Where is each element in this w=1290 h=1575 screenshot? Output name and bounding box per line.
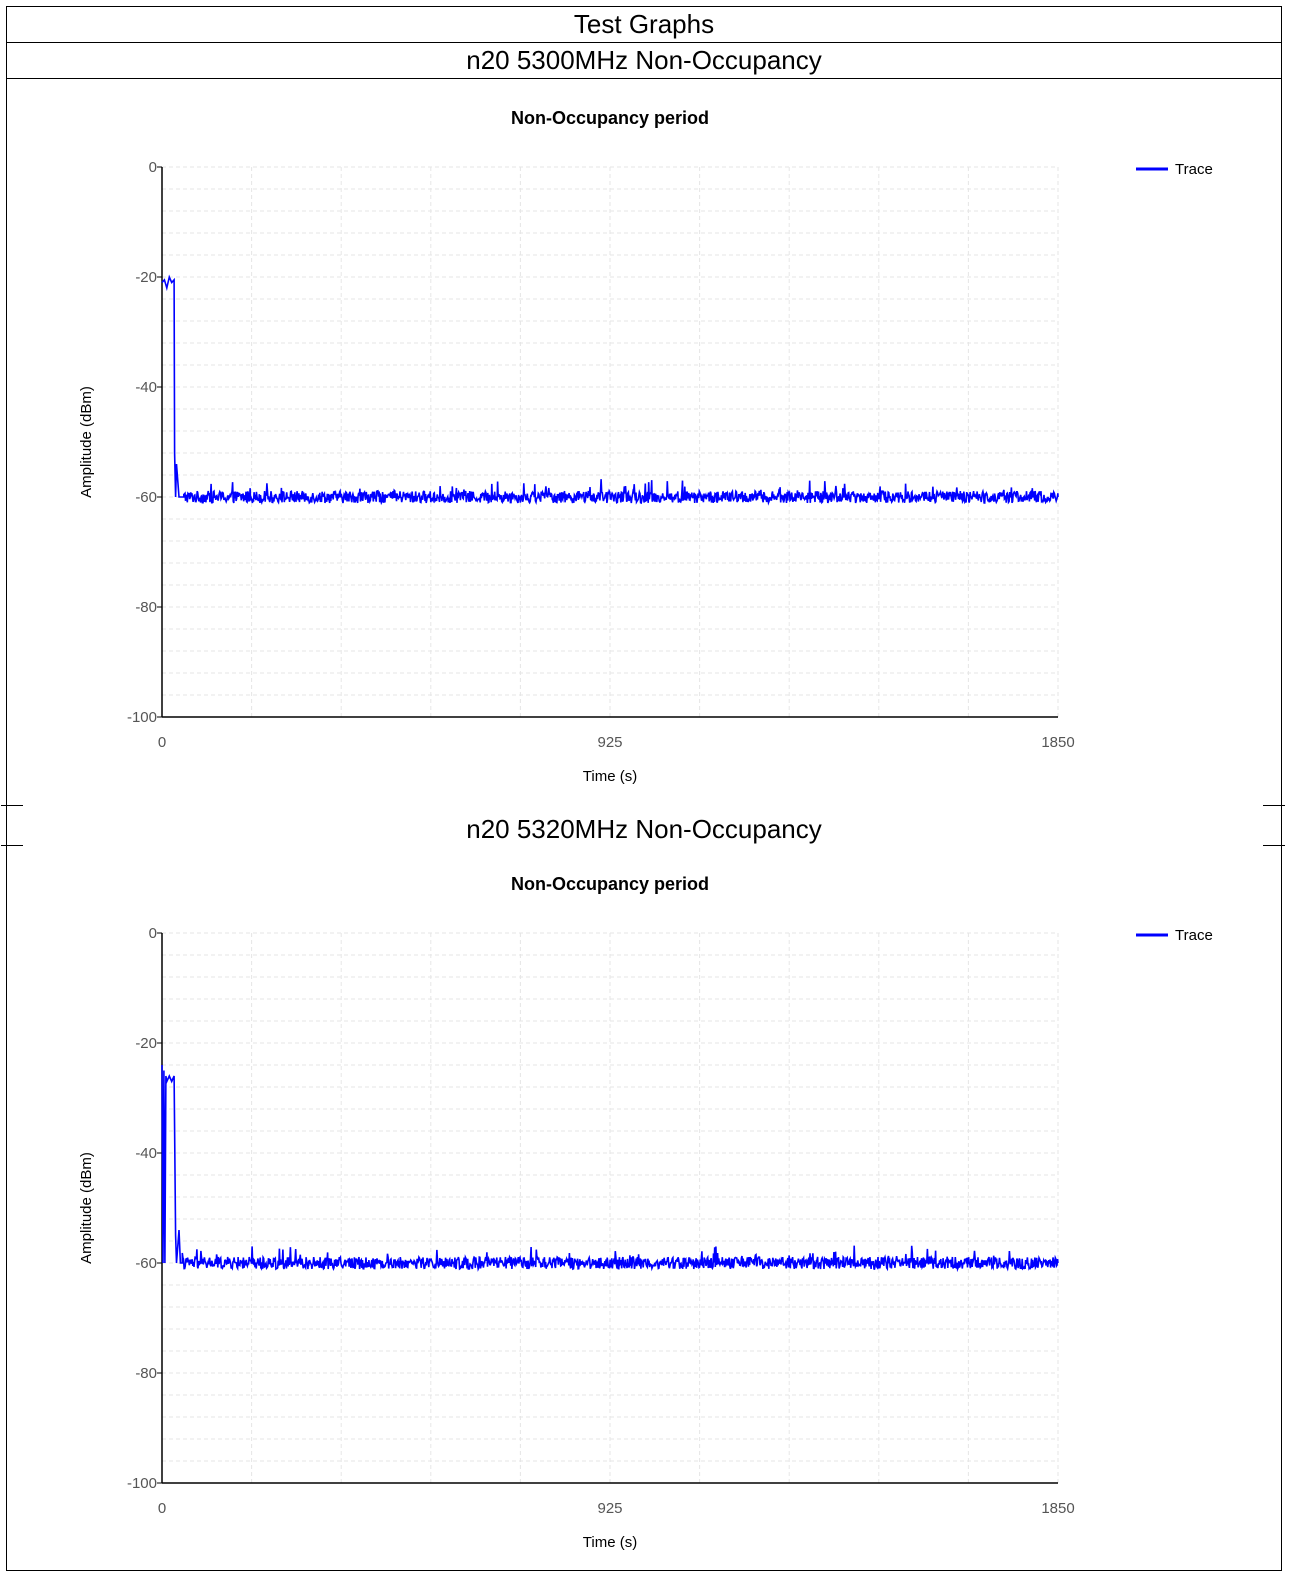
chart-title: Non-Occupancy period [511, 874, 709, 894]
grid [162, 166, 1059, 717]
y-tick-label: 0 [149, 159, 157, 176]
separator-left-1 [1, 805, 23, 806]
y-tick-label: -20 [135, 269, 157, 286]
report-frame: Test Graphs n20 5300MHz Non-Occupancy No… [1, 6, 1285, 1571]
y-tick-label: -100 [127, 1475, 157, 1492]
y-tick-label: -80 [135, 599, 157, 616]
x-tick-label: 1850 [1041, 1500, 1074, 1517]
y-tick-label: -40 [135, 1145, 157, 1162]
series-line-trace [161, 1064, 1059, 1273]
chart-2: Non-Occupancy period 0 -20 -40 -60 -80 -100 0 92… [21, 855, 1271, 1555]
x-axis-label: Time (s) [583, 1534, 637, 1551]
y-tick-label: -40 [135, 379, 157, 396]
section-heading-2: n20 5320MHz Non-Occupancy [466, 814, 822, 844]
separator-left-2 [1, 845, 23, 846]
y-tick-label: -100 [127, 709, 157, 726]
x-tick-label: 0 [158, 1500, 166, 1517]
chart-title: Non-Occupancy period [511, 108, 709, 128]
chart-1: Non-Occupancy period 0 -20 -40 -60 -80 -100 0 92… [21, 89, 1271, 789]
x-tick-label: 0 [158, 734, 166, 751]
legend-label: Trace [1175, 927, 1213, 944]
series-line-trace [161, 274, 1059, 506]
legend-label: Trace [1175, 161, 1213, 178]
page-title: Test Graphs [7, 7, 1281, 43]
y-tick-label: -60 [135, 489, 157, 506]
grid [162, 932, 1059, 1483]
separator-right-1 [1263, 805, 1285, 806]
section-heading-1: n20 5300MHz Non-Occupancy [7, 43, 1281, 79]
y-tick-label: -80 [135, 1365, 157, 1382]
y-axis-label: Amplitude (dBm) [78, 1152, 95, 1264]
x-axis-label: Time (s) [583, 768, 637, 785]
x-tick-label: 1850 [1041, 734, 1074, 751]
y-tick-label: -60 [135, 1255, 157, 1272]
y-tick-label: 0 [149, 925, 157, 942]
x-tick-label: 925 [597, 734, 622, 751]
y-axis-label: Amplitude (dBm) [78, 386, 95, 498]
x-tick-label: 925 [597, 1500, 622, 1517]
separator-right-2 [1263, 845, 1285, 846]
y-tick-label: -20 [135, 1035, 157, 1052]
